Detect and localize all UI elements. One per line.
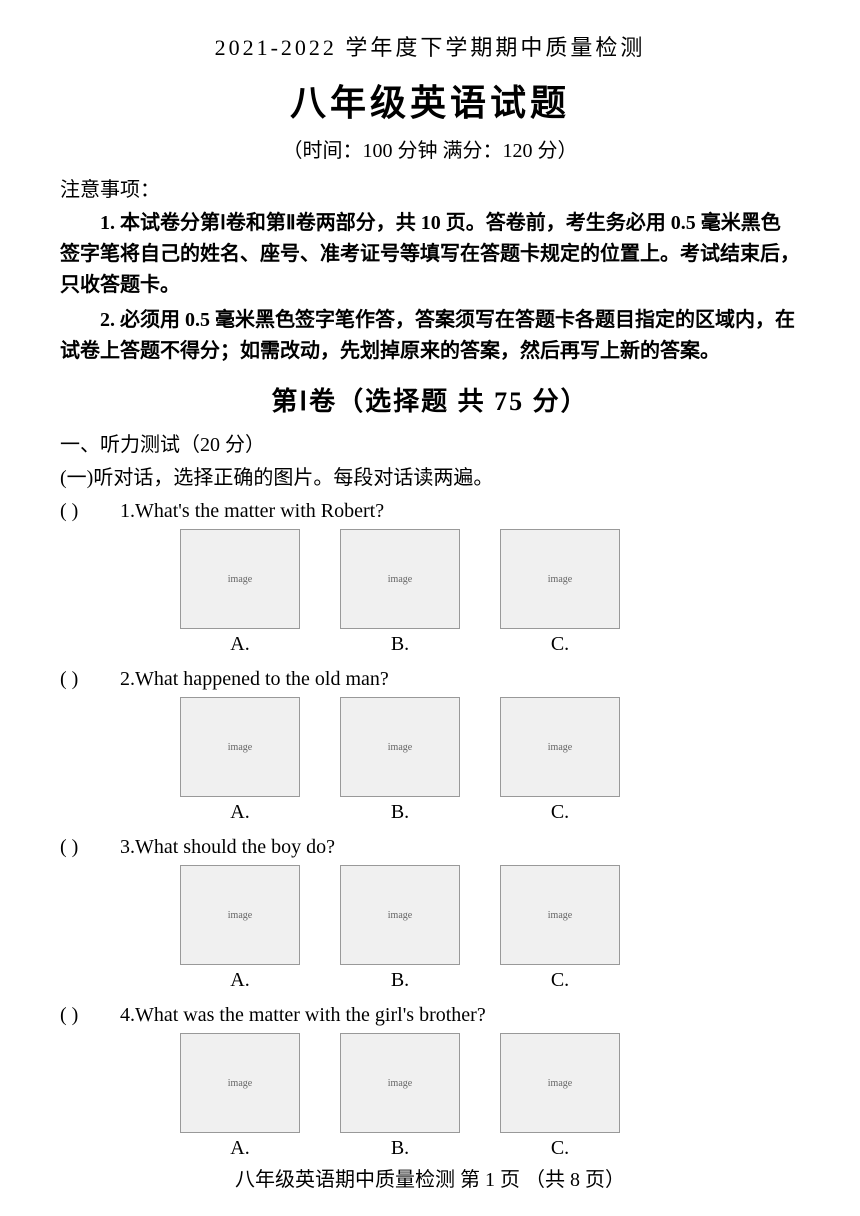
question-2-image-a: image bbox=[180, 697, 300, 797]
question-number: 3. bbox=[120, 836, 135, 858]
exam-title: 八年级英语试题 bbox=[60, 74, 800, 126]
option-label-c: C. bbox=[500, 633, 620, 656]
question-number: 1. bbox=[120, 500, 135, 522]
listening-heading: 一、听力测试（20 分） bbox=[60, 428, 800, 457]
question-3: ( )3.What should the boy do? bbox=[60, 836, 800, 859]
question-3-image-a: image bbox=[180, 865, 300, 965]
question-2-image-c: image bbox=[500, 697, 620, 797]
question-4-labels: A. B. C. bbox=[60, 1137, 800, 1160]
question-1: ( )1.What's the matter with Robert? bbox=[60, 500, 800, 523]
question-text: What was the matter with the girl's brot… bbox=[135, 1004, 486, 1026]
listening-sub-heading: (一)听对话，选择正确的图片。每段对话读两遍。 bbox=[60, 461, 800, 490]
option-label-a: A. bbox=[180, 969, 300, 992]
answer-blank[interactable]: ( ) bbox=[60, 668, 120, 691]
option-label-c: C. bbox=[500, 801, 620, 824]
option-label-a: A. bbox=[180, 1137, 300, 1160]
question-3-image-b: image bbox=[340, 865, 460, 965]
question-2-labels: A. B. C. bbox=[60, 801, 800, 824]
option-label-a: A. bbox=[180, 801, 300, 824]
question-1-labels: A. B. C. bbox=[60, 633, 800, 656]
question-2-images: image image image bbox=[60, 697, 800, 797]
notice-label: 注意事项： bbox=[60, 173, 800, 202]
question-4-image-b: image bbox=[340, 1033, 460, 1133]
header-year-line: 2021-2022 学年度下学期期中质量检测 bbox=[60, 30, 800, 62]
question-2: ( )2.What happened to the old man? bbox=[60, 668, 800, 691]
question-3-images: image image image bbox=[60, 865, 800, 965]
question-2-image-b: image bbox=[340, 697, 460, 797]
notice-para-2: 2. 必须用 0.5 毫米黑色签字笔作答，答案须写在答题卡各题目指定的区域内，在… bbox=[60, 305, 800, 367]
part1-title: 第Ⅰ卷（选择题 共 75 分） bbox=[60, 381, 800, 418]
question-4-image-a: image bbox=[180, 1033, 300, 1133]
question-1-image-b: image bbox=[340, 529, 460, 629]
option-label-b: B. bbox=[340, 969, 460, 992]
answer-blank[interactable]: ( ) bbox=[60, 836, 120, 859]
question-text: What should the boy do? bbox=[135, 836, 335, 858]
question-3-labels: A. B. C. bbox=[60, 969, 800, 992]
page-footer: 八年级英语期中质量检测 第 1 页 （共 8 页） bbox=[0, 1163, 860, 1192]
question-number: 4. bbox=[120, 1004, 135, 1026]
question-1-image-a: image bbox=[180, 529, 300, 629]
option-label-b: B. bbox=[340, 801, 460, 824]
question-1-image-c: image bbox=[500, 529, 620, 629]
option-label-a: A. bbox=[180, 633, 300, 656]
question-4-images: image image image bbox=[60, 1033, 800, 1133]
option-label-b: B. bbox=[340, 1137, 460, 1160]
option-label-c: C. bbox=[500, 969, 620, 992]
question-number: 2. bbox=[120, 668, 135, 690]
exam-subtitle: （时间：100 分钟 满分：120 分） bbox=[60, 134, 800, 163]
answer-blank[interactable]: ( ) bbox=[60, 1004, 120, 1027]
question-text: What's the matter with Robert? bbox=[135, 500, 384, 522]
option-label-b: B. bbox=[340, 633, 460, 656]
option-label-c: C. bbox=[500, 1137, 620, 1160]
question-4-image-c: image bbox=[500, 1033, 620, 1133]
question-1-images: image image image bbox=[60, 529, 800, 629]
notice-para-1: 1. 本试卷分第Ⅰ卷和第Ⅱ卷两部分，共 10 页。答卷前，考生务必用 0.5 毫… bbox=[60, 208, 800, 301]
question-4: ( )4.What was the matter with the girl's… bbox=[60, 1004, 800, 1027]
question-text: What happened to the old man? bbox=[135, 668, 389, 690]
answer-blank[interactable]: ( ) bbox=[60, 500, 120, 523]
question-3-image-c: image bbox=[500, 865, 620, 965]
